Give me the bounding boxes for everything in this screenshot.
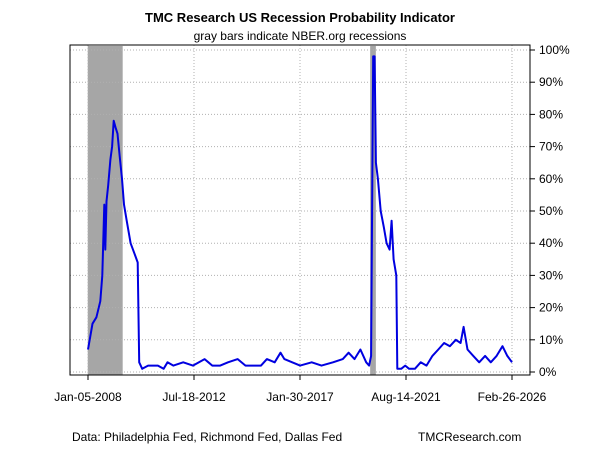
axis-ticks: Jan-05-2008 Jul-18-2012 Jan-30-2017 Aug-14-…	[54, 43, 570, 404]
footer-brand: TMCResearch.com	[418, 430, 522, 444]
chart-title: TMC Research US Recession Probability In…	[145, 10, 455, 25]
y-tick-label: 70%	[539, 140, 563, 154]
y-tick-label: 30%	[539, 268, 563, 282]
y-tick-label: 60%	[539, 172, 563, 186]
series-lines	[87, 55, 513, 370]
x-tick-label: Jan-30-2017	[266, 390, 334, 404]
x-tick-label: Jul-18-2012	[162, 390, 226, 404]
grid-lines	[70, 45, 530, 375]
x-tick-label: Aug-14-2021	[371, 390, 441, 404]
y-tick-label: 90%	[539, 75, 563, 89]
y-tick-label: 0%	[539, 365, 557, 379]
y-tick-label: 10%	[539, 333, 563, 347]
series-line	[87, 55, 513, 370]
y-tick-label: 100%	[539, 43, 570, 57]
x-tick-label: Feb-26-2026	[478, 390, 547, 404]
footer-source: Data: Philadelphia Fed, Richmond Fed, Da…	[72, 430, 343, 444]
chart-subtitle: gray bars indicate NBER.org recessions	[194, 29, 407, 43]
y-tick-label: 50%	[539, 204, 563, 218]
y-tick-label: 20%	[539, 301, 563, 315]
y-tick-label: 80%	[539, 107, 563, 121]
y-tick-label: 40%	[539, 236, 563, 250]
x-tick-label: Jan-05-2008	[54, 390, 122, 404]
